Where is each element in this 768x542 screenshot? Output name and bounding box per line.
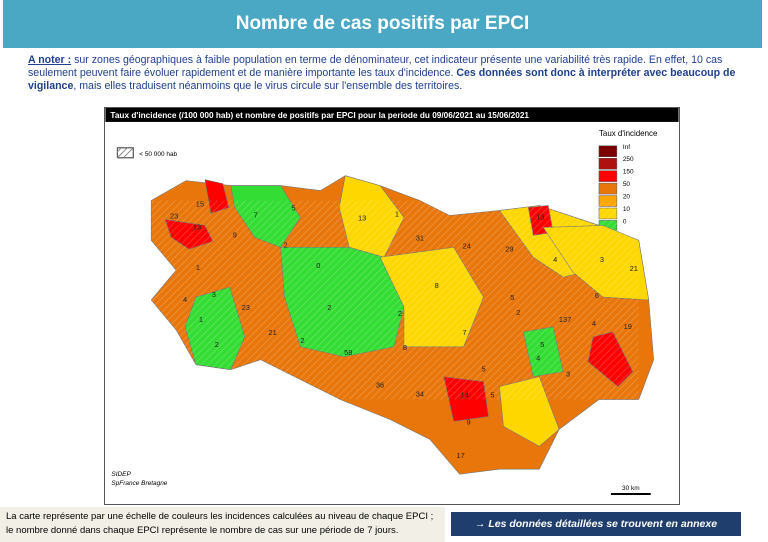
hatch-legend: < 50 000 hab (139, 151, 177, 158)
epci-count: 4 (553, 255, 557, 264)
epci-count: 29 (505, 244, 513, 253)
epci-count: 2 (215, 340, 219, 349)
hatch-lines (117, 147, 134, 159)
epci-count: 36 (376, 381, 384, 390)
legend-label: Inf (623, 144, 630, 151)
annex-link[interactable]: → Les données détaillées se trouvent en … (451, 512, 741, 536)
legend-title: Taux d'incidence (599, 129, 658, 138)
note-label: A noter : (28, 54, 72, 66)
legend-label: 20 (623, 194, 631, 201)
epci-count: 13 (193, 222, 201, 231)
source: SpFrance Bretagne (111, 480, 167, 487)
epci-count: 4 (183, 295, 187, 304)
epci-count: 31 (416, 233, 424, 242)
epci-count: 14 (460, 391, 468, 400)
footer-line: le nombre donné dans chaque EPCI représe… (6, 525, 399, 536)
legend-label: 50 (623, 181, 631, 188)
epci-count: 6 (595, 291, 599, 300)
footer-line: La carte représente par une échelle de c… (6, 511, 434, 522)
epci-count: 2 (398, 309, 402, 318)
epci-count: 3 (566, 370, 570, 379)
header-title: Nombre de cas positifs par EPCI (3, 0, 762, 48)
epci-count: 9 (233, 230, 237, 239)
epci-count: 1 (395, 209, 399, 218)
epci-count: 13 (536, 212, 544, 221)
legend-label: 250 (623, 156, 634, 163)
epci-count: 58 (344, 348, 352, 357)
footer-note: La carte représente par une échelle de c… (0, 507, 445, 542)
legend-swatch (598, 145, 618, 158)
note-bold: Ces données sont donc à interpréter avec… (28, 67, 736, 92)
source: SIDEP (111, 471, 131, 478)
epci-count: 23 (242, 303, 250, 312)
legend-swatch (598, 182, 618, 195)
epci-count: 1 (196, 263, 200, 272)
map: Taux d'incidence (/100 000 hab) et nombr… (104, 107, 680, 505)
epci-count: 137 (559, 315, 571, 324)
epci-count: 2 (300, 336, 304, 345)
epci-count: 19 (624, 322, 632, 331)
epci-count: 23 (170, 211, 178, 220)
hatch-overlay (151, 200, 639, 400)
epci-count: 21 (630, 264, 638, 273)
epci-count: 2 (327, 303, 331, 312)
epci-count: 5 (510, 293, 514, 302)
epci-count: 8 (435, 281, 439, 290)
legend-swatch (598, 170, 618, 182)
epci-count: 13 (358, 213, 366, 222)
epci-count: 7 (463, 328, 467, 337)
epci-count: 2 (516, 308, 520, 317)
epci-count: 8 (403, 343, 407, 352)
epci-count: 4 (592, 319, 596, 328)
epci-count: 5 (540, 340, 544, 349)
legend-swatch (598, 157, 618, 170)
epci-count: 3 (212, 290, 216, 299)
map-title-bar (105, 108, 679, 122)
map-title: Taux d'incidence (/100 000 hab) et nombr… (110, 111, 529, 120)
epci-count: 9 (467, 417, 471, 426)
epci-count: 5 (490, 391, 494, 400)
epci-count: 34 (416, 390, 424, 399)
epci-count: 3 (600, 255, 604, 264)
epci-count: 24 (462, 241, 470, 250)
epci-count: 15 (196, 200, 204, 209)
epci-count: 17 (457, 451, 465, 460)
epci-count: 1 (199, 315, 203, 324)
epci-count: 2 (283, 240, 287, 249)
scale-label: 30 km (622, 485, 640, 492)
epci-count: 0 (316, 261, 320, 270)
note-text: , mais elles traduisent néanmoins que le… (73, 80, 463, 92)
epci-count: 7 (254, 210, 258, 219)
epci-count: 21 (268, 328, 276, 337)
epci-count: 5 (291, 203, 295, 212)
hatch-swatch (116, 147, 134, 159)
note: A noter : sur zones géographiques à faib… (28, 54, 748, 93)
map-shapes (150, 175, 654, 475)
epci-count: 4 (536, 354, 540, 363)
note-text: sur zones géographiques à faible populat… (28, 54, 723, 79)
epci-count: 5 (481, 365, 485, 374)
legend-label: 150 (623, 169, 634, 176)
